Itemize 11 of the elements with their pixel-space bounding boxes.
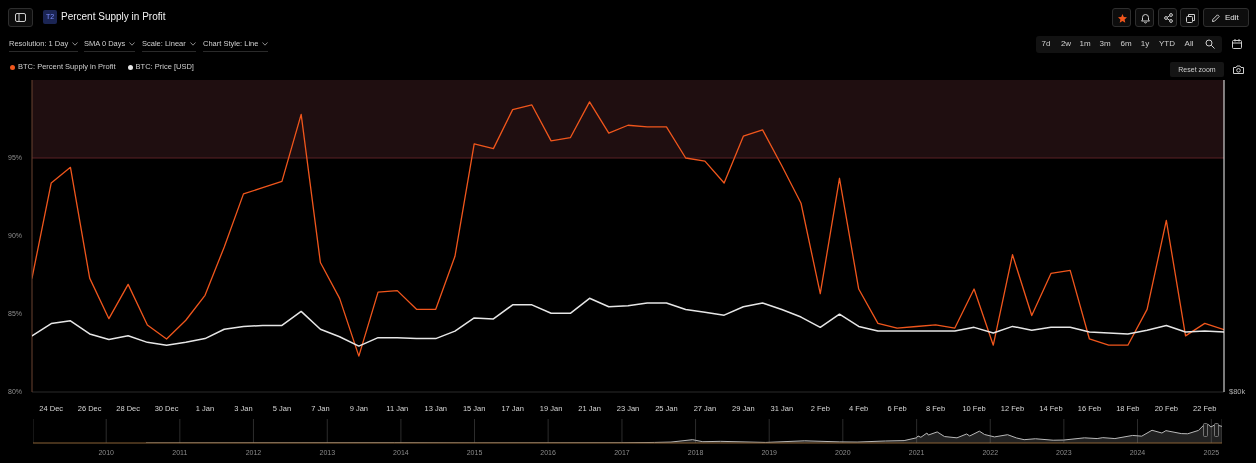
text: 3m	[1099, 39, 1111, 48]
chart-title: Percent Supply in Profit	[61, 11, 166, 22]
text: 1y	[1140, 39, 1150, 48]
text: YTD	[1159, 39, 1175, 48]
text: 2w	[1060, 39, 1072, 48]
text: 7d	[1041, 39, 1051, 48]
text: 6m	[1120, 39, 1132, 48]
text: 1m	[1079, 39, 1091, 48]
text: Edit	[1225, 13, 1239, 22]
line-series	[32, 101, 1224, 357]
text: All	[1184, 39, 1194, 48]
